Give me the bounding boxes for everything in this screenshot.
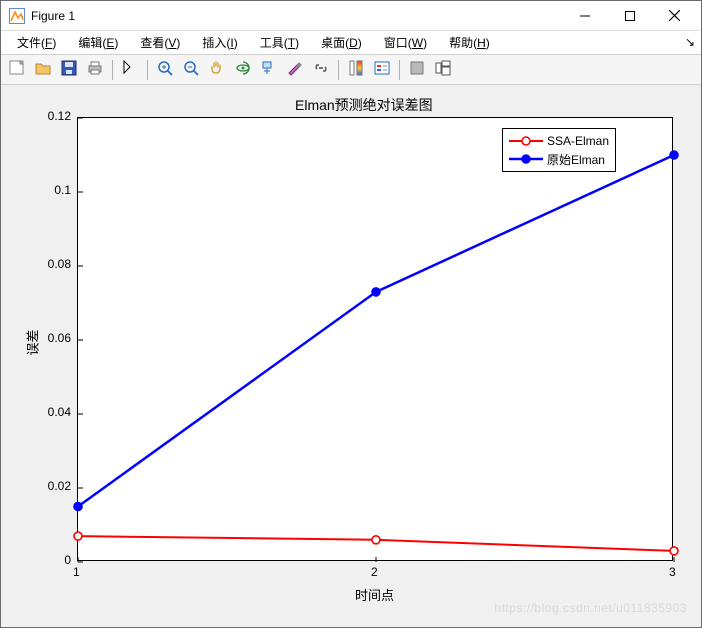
zoom-out-button[interactable] [179, 58, 203, 82]
show-plot-tools-icon [434, 59, 452, 80]
plot-axes: SSA-Elman 原始Elman [77, 117, 673, 561]
toolbar-separator [147, 60, 148, 80]
pan-icon [208, 59, 226, 80]
toolbar-separator [112, 60, 113, 80]
hide-plot-tools-button[interactable] [405, 58, 429, 82]
maximize-button[interactable] [607, 2, 652, 30]
watermark: https://blog.csdn.net/u011835903 [494, 601, 687, 615]
zoom-in-button[interactable] [153, 58, 177, 82]
x-tick-label: 2 [371, 565, 378, 579]
menu-h[interactable]: 帮助(H) [439, 32, 500, 53]
print-button[interactable] [83, 58, 107, 82]
link-button[interactable] [309, 58, 333, 82]
brush-icon [286, 59, 304, 80]
toolbar-collapse-icon[interactable]: ↘ [685, 35, 695, 49]
chart-title: Elman预测绝对误差图 [295, 95, 433, 115]
menubar: 文件(F)编辑(E)查看(V)插入(I)工具(T)桌面(D)窗口(W)帮助(H)… [1, 31, 701, 55]
y-tick-label: 0.12 [31, 109, 71, 123]
legend-label: SSA-Elman [547, 134, 609, 148]
window-title: Figure 1 [31, 9, 75, 23]
new-figure-button[interactable] [5, 58, 29, 82]
x-tick-label: 3 [669, 565, 676, 579]
menu-d[interactable]: 桌面(D) [311, 32, 372, 53]
insert-legend-button[interactable] [370, 58, 394, 82]
zoom-out-icon [182, 59, 200, 80]
show-plot-tools-button[interactable] [431, 58, 455, 82]
pan-button[interactable] [205, 58, 229, 82]
insert-colorbar-icon [347, 59, 365, 80]
figure-area: Elman预测绝对误差图 SSA-Elman原始Elman 误差 时间点 123… [1, 85, 701, 627]
link-icon [312, 59, 330, 80]
data-cursor-button[interactable] [257, 58, 281, 82]
x-axis-label: 时间点 [355, 585, 394, 604]
legend-label: 原始Elman [547, 151, 605, 168]
hide-plot-tools-icon [408, 59, 426, 80]
titlebar: Figure 1 [1, 1, 701, 31]
legend-entry[interactable]: SSA-Elman [509, 132, 609, 150]
app-icon [9, 8, 25, 24]
menu-w[interactable]: 窗口(W) [374, 32, 437, 53]
toolbar-separator [338, 60, 339, 80]
save-figure-icon [60, 59, 78, 80]
edit-plot-icon [121, 59, 139, 80]
save-figure-button[interactable] [57, 58, 81, 82]
menu-e[interactable]: 编辑(E) [68, 32, 128, 53]
data-cursor-icon [260, 59, 278, 80]
rotate-3d-button[interactable] [231, 58, 255, 82]
open-file-icon [34, 59, 52, 80]
insert-colorbar-button[interactable] [344, 58, 368, 82]
y-tick-label: 0 [31, 553, 71, 567]
open-file-button[interactable] [31, 58, 55, 82]
toolbar-separator [399, 60, 400, 80]
new-figure-icon [8, 59, 26, 80]
menu-v[interactable]: 查看(V) [130, 32, 190, 53]
y-tick-label: 0.06 [31, 331, 71, 345]
y-tick-label: 0.04 [31, 405, 71, 419]
menu-t[interactable]: 工具(T) [250, 32, 309, 53]
insert-legend-icon [373, 59, 391, 80]
brush-button[interactable] [283, 58, 307, 82]
figure-canvas: Elman预测绝对误差图 SSA-Elman原始Elman 误差 时间点 123… [7, 91, 695, 621]
legend-line-sample [509, 134, 543, 148]
toolbar [1, 55, 701, 85]
menu-i[interactable]: 插入(I) [192, 32, 247, 53]
legend-line-sample [509, 152, 543, 166]
y-tick-label: 0.1 [31, 183, 71, 197]
legend[interactable]: SSA-Elman 原始Elman [502, 128, 616, 172]
zoom-in-icon [156, 59, 174, 80]
print-icon [86, 59, 104, 80]
rotate-3d-icon [234, 59, 252, 80]
edit-plot-button[interactable] [118, 58, 142, 82]
y-tick-label: 0.08 [31, 257, 71, 271]
y-tick-label: 0.02 [31, 479, 71, 493]
minimize-button[interactable] [562, 2, 607, 30]
legend-entry[interactable]: 原始Elman [509, 150, 609, 168]
close-button[interactable] [652, 2, 697, 30]
plot-svg [78, 118, 674, 562]
x-tick-label: 1 [73, 565, 80, 579]
menu-f[interactable]: 文件(F) [7, 32, 66, 53]
